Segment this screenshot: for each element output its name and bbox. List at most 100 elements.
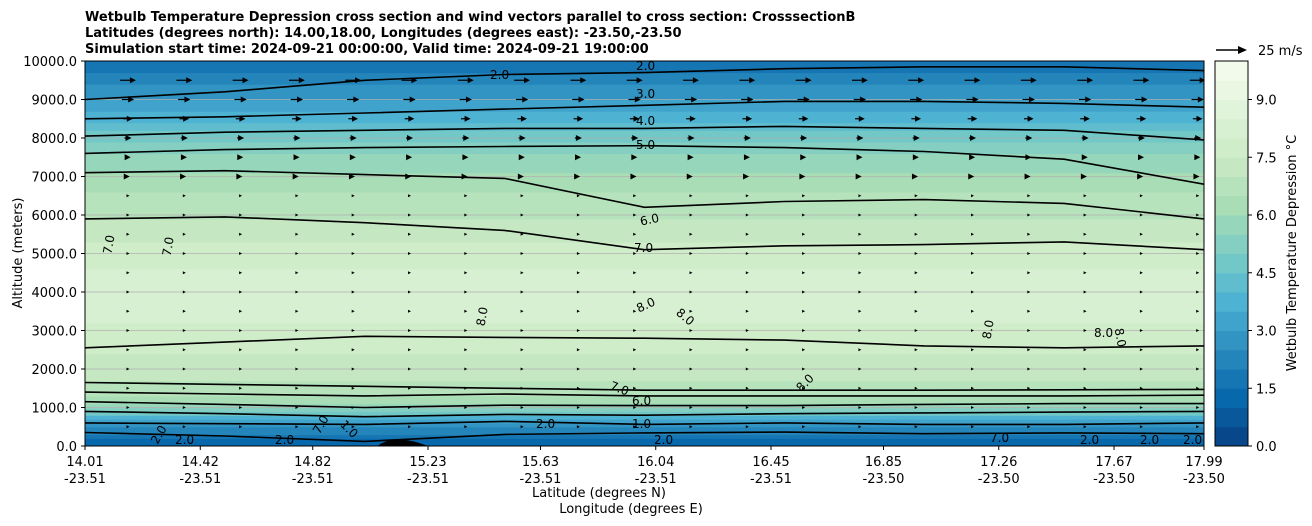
wind-vector <box>914 348 918 352</box>
wind-vector-head <box>974 77 981 84</box>
contour-label: 2.0 <box>536 417 555 431</box>
colorbar-tick-label: 4.5 <box>1256 267 1277 282</box>
wind-vector <box>858 290 862 294</box>
wind-vector-head <box>183 115 190 122</box>
contour-label: 7.0 <box>990 431 1009 445</box>
wind-vector-head <box>1199 77 1204 84</box>
wind-vector <box>1196 309 1200 313</box>
wind-vector <box>239 406 243 409</box>
contour-band <box>85 288 1204 293</box>
wind-vector <box>576 290 580 294</box>
wind-vector <box>408 213 411 217</box>
x-axis-label-2: Longitude (degrees E) <box>559 502 703 517</box>
y-tick-label: 8000.0 <box>32 132 78 147</box>
contour-band <box>85 114 1204 120</box>
wind-vector-head <box>632 135 639 141</box>
contour-band <box>85 211 1204 216</box>
wind-vector <box>126 309 130 313</box>
wind-vector <box>126 367 130 371</box>
colorbar-segment <box>1215 215 1248 235</box>
contour-band <box>85 326 1204 332</box>
wind-vector <box>1027 367 1031 371</box>
wind-vector <box>633 406 637 409</box>
wind-vector <box>520 367 524 371</box>
contour-band <box>85 99 1204 104</box>
wind-vector <box>126 290 130 294</box>
wind-vector <box>1027 194 1031 198</box>
wind-vector <box>520 194 524 198</box>
contour-band <box>85 64 1204 70</box>
contour-band <box>85 76 1204 81</box>
x-tick-label-lat: 15.23 <box>409 455 446 470</box>
colorbar-tick-label: 6.0 <box>1256 209 1277 224</box>
contour-band <box>85 392 1204 397</box>
wind-vector <box>576 425 580 429</box>
wind-vector-head <box>913 135 920 141</box>
wind-vector <box>1027 252 1031 255</box>
wind-vector <box>1196 194 1200 198</box>
wind-vector <box>520 252 524 255</box>
wind-vector-head <box>518 154 525 161</box>
wind-vector-head <box>126 115 133 122</box>
wind-vector-head <box>1196 115 1203 122</box>
wind-vector <box>408 425 411 429</box>
wind-vector <box>689 232 693 236</box>
wind-vector-head <box>407 135 414 141</box>
wind-vector <box>914 290 918 294</box>
contour-band <box>85 280 1204 285</box>
contour-band <box>85 284 1204 289</box>
quiver-key-label: 25 m/s <box>1258 44 1303 59</box>
contour-label: 7.0 <box>634 241 653 255</box>
y-tick-label: 4000.0 <box>32 286 78 301</box>
wind-vector <box>182 425 186 429</box>
wind-vector <box>971 271 974 275</box>
wind-vector-head <box>293 154 300 161</box>
wind-vector-head <box>912 154 919 161</box>
wind-vector-head <box>911 173 918 180</box>
wind-vector-head <box>292 173 299 180</box>
wind-vector <box>126 232 130 236</box>
contour-band <box>85 345 1204 351</box>
wind-vector <box>745 213 749 217</box>
wind-vector-head <box>1193 173 1200 180</box>
colorbar-segment <box>1215 330 1248 351</box>
colorbar-segment <box>1215 195 1248 216</box>
contour-band <box>85 84 1204 89</box>
wind-vector <box>520 232 524 236</box>
contour-band <box>85 395 1204 401</box>
contour-line <box>85 335 1204 349</box>
wind-vector <box>351 194 355 198</box>
wind-vector <box>802 252 806 255</box>
wind-vector-head <box>744 135 751 141</box>
wind-vector-head <box>918 77 925 84</box>
wind-vector <box>1083 252 1087 255</box>
contour-line <box>85 391 1204 397</box>
quiver-key: 25 m/s <box>1216 44 1303 59</box>
wind-vector-head <box>1143 77 1150 84</box>
contour-band <box>85 95 1204 101</box>
contour-band <box>85 107 1204 112</box>
wind-vector <box>971 309 974 313</box>
wind-vector <box>1083 329 1087 332</box>
wind-vector <box>576 367 580 371</box>
wind-vector <box>408 194 411 198</box>
wind-vector-head <box>298 77 305 84</box>
colorbar-segment <box>1215 311 1248 331</box>
colorbar <box>1215 61 1248 447</box>
wind-vector <box>802 329 806 332</box>
wind-vector <box>295 406 299 409</box>
wind-vector-head <box>1085 96 1092 103</box>
contour-band <box>85 184 1204 189</box>
wind-vector <box>1083 194 1087 198</box>
contour-band <box>85 311 1204 316</box>
wind-vector-head <box>1082 135 1089 141</box>
plot-area <box>85 61 1204 446</box>
wind-vector <box>689 367 693 371</box>
wind-vector <box>1139 252 1143 255</box>
wind-vector <box>408 232 411 236</box>
contour-band <box>85 72 1204 77</box>
contour-label: 6.0 <box>632 394 651 408</box>
wind-vector-head <box>692 77 699 84</box>
wind-vector <box>351 309 355 313</box>
wind-vector <box>802 290 806 294</box>
